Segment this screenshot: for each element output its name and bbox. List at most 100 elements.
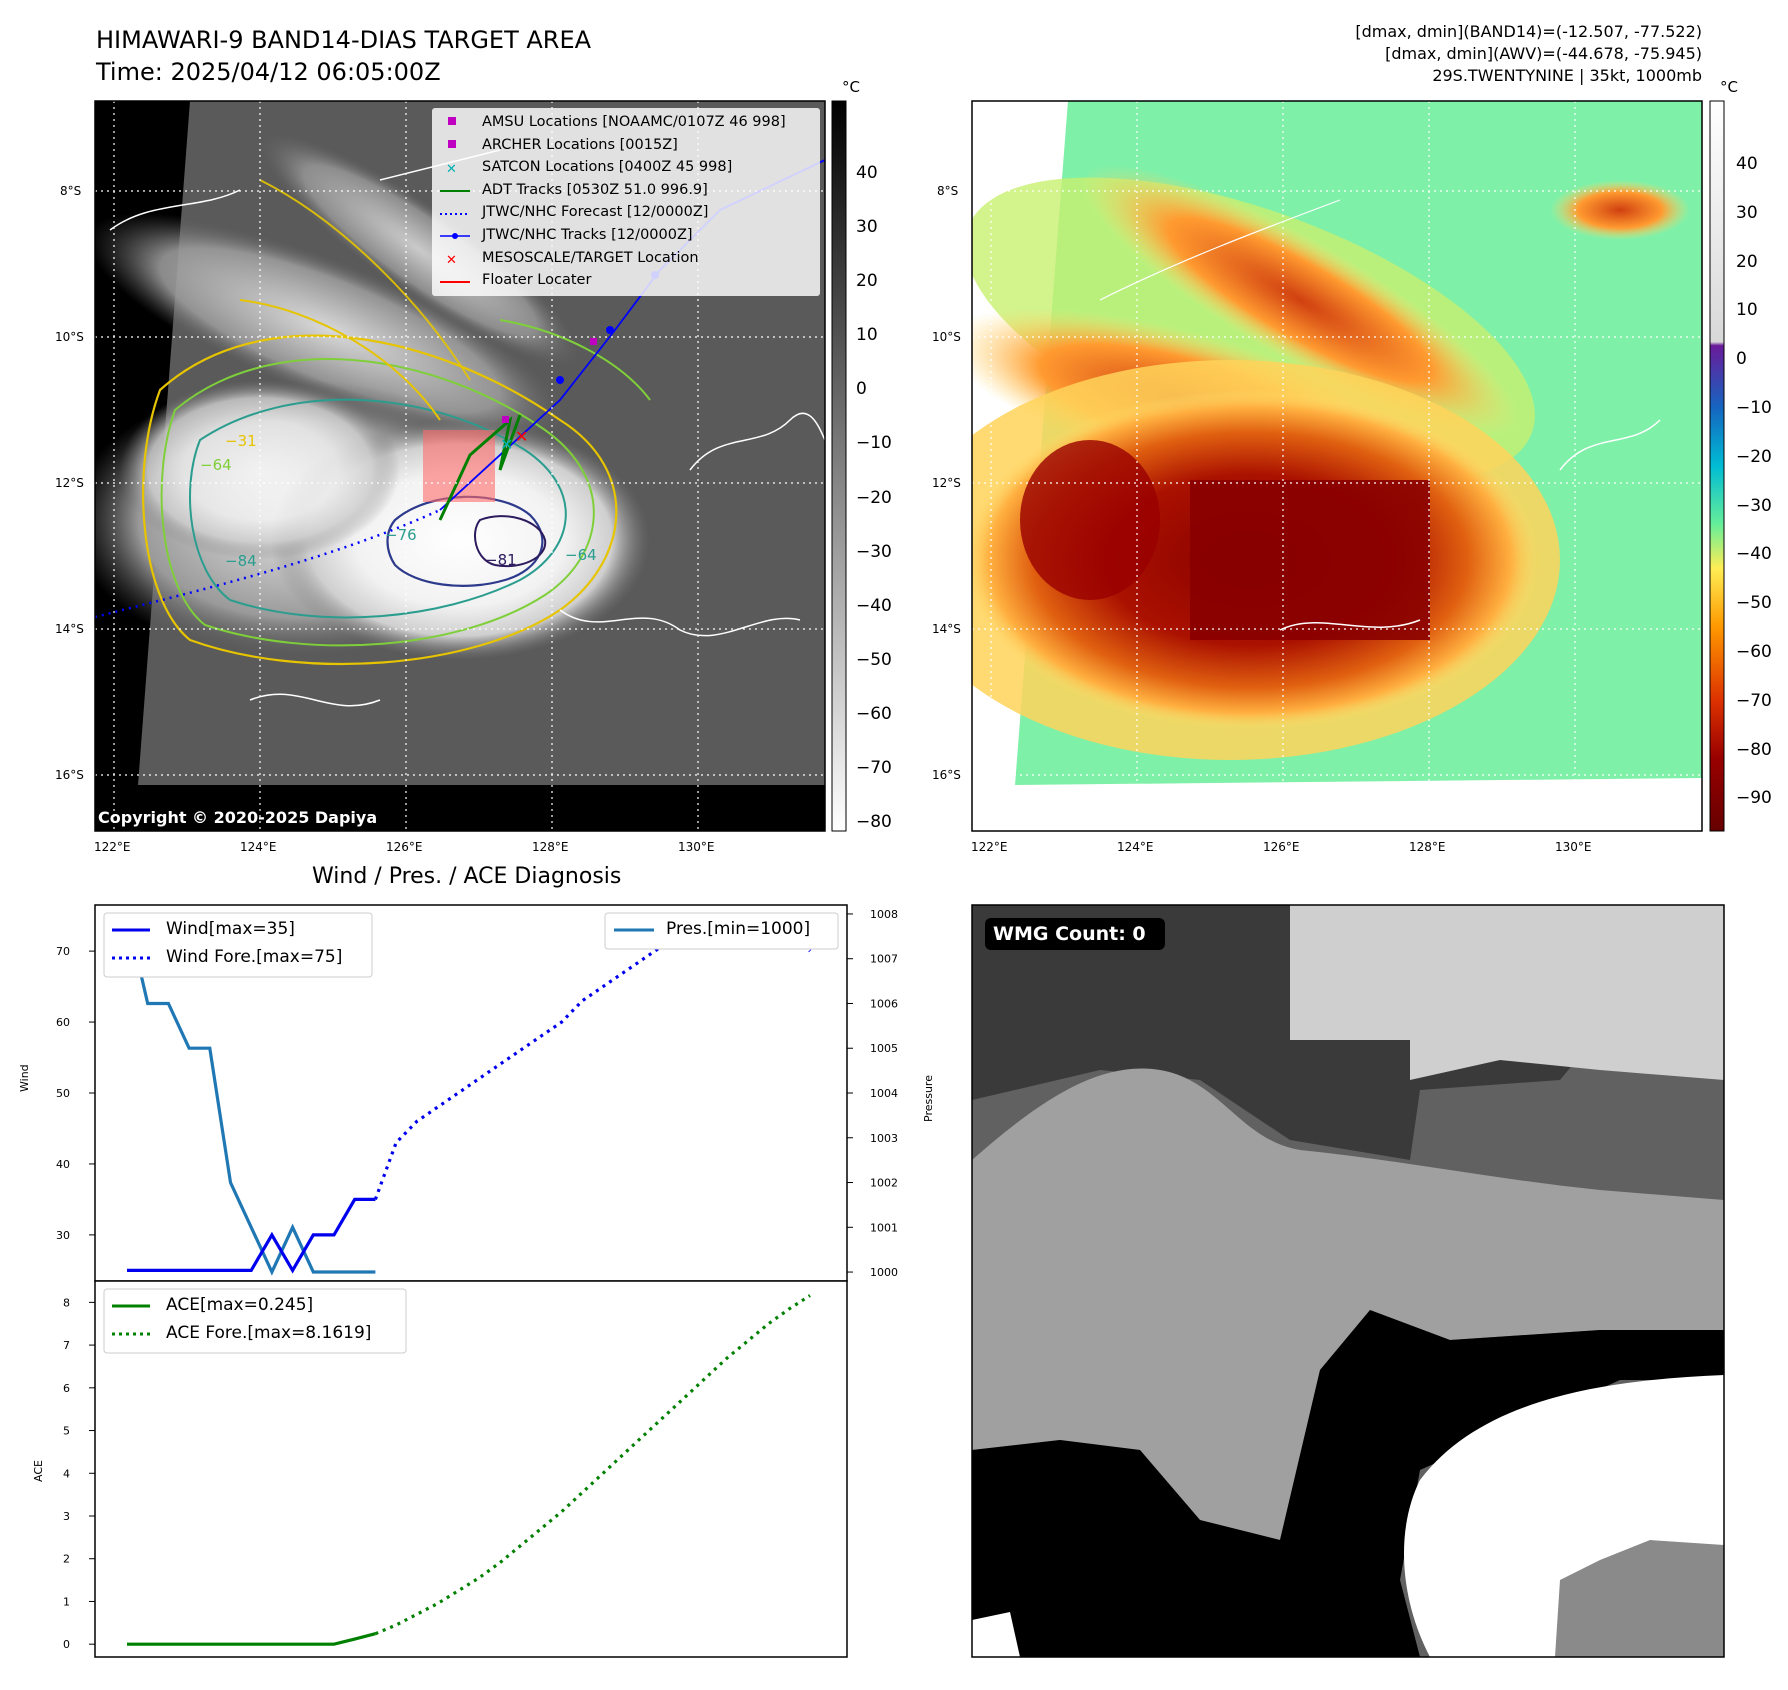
lat-tick: 12°S <box>932 476 961 490</box>
contour-label-64a: −64 <box>200 456 232 474</box>
awv-range: [dmax, dmin](AWV)=(-44.678, -75.945) <box>1385 44 1702 63</box>
cbar-tick: −10 <box>1736 397 1772 418</box>
lon-tick: 124°E <box>240 840 277 854</box>
legend-archer: ARCHER Locations [0015Z] <box>482 136 678 153</box>
legend-jtwc-forecast: JTWC/NHC Forecast [12/0000Z] <box>482 204 709 221</box>
ir-colorbar-unit: °C <box>842 78 860 96</box>
ace-ytick-label: 3 <box>63 1510 70 1523</box>
amsu-marker <box>590 338 597 345</box>
cbar-tick: 0 <box>856 379 867 400</box>
wind-ytick-label: 50 <box>56 1087 70 1100</box>
lon-tick: 122°E <box>971 840 1008 854</box>
legend-amsu: AMSU Locations [NOAAMC/0107Z 46 998] <box>482 114 786 130</box>
lon-tick: 126°E <box>386 840 423 854</box>
ace-ytick-label: 8 <box>63 1296 70 1309</box>
archer-marker <box>502 416 509 423</box>
diagnosis-title: Wind / Pres. / ACE Diagnosis <box>312 864 622 889</box>
pressure-ytick-label: 1005 <box>870 1042 898 1055</box>
cbar-tick: −80 <box>856 812 892 833</box>
lon-tick: 130°E <box>678 840 715 854</box>
contour-label-84: −84 <box>225 552 257 570</box>
cbar-tick: 10 <box>856 325 878 346</box>
cbar-tick: −20 <box>1736 446 1772 467</box>
ace-ytick-label: 6 <box>63 1382 70 1395</box>
lat-tick: 10°S <box>932 330 961 344</box>
pressure-ytick-label: 1007 <box>870 953 898 966</box>
lat-tick: 16°S <box>55 768 84 782</box>
wv-colorbar <box>1709 100 1725 832</box>
cbar-tick: −50 <box>856 649 892 670</box>
ace-ytick-label: 0 <box>63 1638 70 1651</box>
pressure-ytick-label: 1003 <box>870 1132 898 1145</box>
ace-fore-legend-label: ACE Fore.[max=8.1619] <box>166 1323 372 1343</box>
svg-text:✕: ✕ <box>446 162 457 177</box>
ace-ytick-label: 4 <box>63 1467 70 1480</box>
copyright: Copyright © 2020-2025 Dapiya <box>98 808 378 827</box>
cbar-tick: −30 <box>1736 495 1772 516</box>
legend-jtwc-tracks: JTWC/NHC Tracks [12/0000Z] <box>482 226 693 243</box>
wind-ytick-label: 40 <box>56 1158 70 1171</box>
storm-info: 29S.TWENTYNINE | 35kt, 1000mb <box>1432 66 1702 85</box>
ir-map-panel: ✕ ✕ −31 −64 −76 −81 −64 −84 ✕ ✕ <box>94 100 1725 832</box>
wv-colorbar-ticks: 40 30 20 10 0 −10 −20 −30 −40 −50 −60 −7… <box>1736 140 1772 823</box>
cbar-tick: 20 <box>1736 251 1758 272</box>
ir-colorbar <box>831 100 847 832</box>
jtwc-forecast-track <box>95 508 441 619</box>
pres-legend-box <box>604 912 839 950</box>
cbar-tick: 10 <box>1736 300 1758 321</box>
cbar-tick: −90 <box>1736 788 1772 809</box>
lat-tick: 14°S <box>55 622 84 636</box>
ir-colorbar-ticks: 40 30 20 10 0 −10 −20 −30 −40 −50 −60 −7… <box>856 146 892 849</box>
cbar-tick: −70 <box>856 758 892 779</box>
ace-series-1 <box>374 1294 811 1636</box>
ace-series-0 <box>127 1632 376 1646</box>
pressure-ytick-label: 1002 <box>870 1177 898 1190</box>
contour-label-31: −31 <box>225 432 257 450</box>
contour-label-64b: −64 <box>565 546 597 564</box>
pressure-ytick-label: 1000 <box>870 1266 898 1279</box>
wind-ytick-label: 30 <box>56 1229 70 1242</box>
wind-ytick-label: 70 <box>56 945 70 958</box>
figure-time: Time: 2025/04/12 06:05:00Z <box>96 58 441 86</box>
lat-tick: 16°S <box>932 768 961 782</box>
cbar-tick: −60 <box>856 703 892 724</box>
cbar-tick: −20 <box>856 487 892 508</box>
lat-tick: 8°S <box>937 184 959 198</box>
wind-ytick-label: 60 <box>56 1016 70 1029</box>
lon-tick: 128°E <box>1409 840 1446 854</box>
ace-ytick-label: 1 <box>63 1595 70 1608</box>
adt-track <box>438 414 522 521</box>
lon-tick: 124°E <box>1117 840 1154 854</box>
legend-satcon: SATCON Locations [0400Z 45 998] <box>482 159 733 176</box>
map-legend: ✕ ✕ <box>432 108 820 296</box>
wmg-count-label: WMG Count: 0 <box>993 923 1146 945</box>
contour-purple <box>474 515 547 568</box>
legend-adt: ADT Tracks [0530Z 51.0 996.9] <box>482 181 708 198</box>
lat-tick: 14°S <box>932 622 961 636</box>
ace-ytick-label: 5 <box>63 1425 70 1438</box>
pressure-ytick-label: 1006 <box>870 997 898 1010</box>
pres-legend-label: Pres.[min=1000] <box>666 919 811 939</box>
contour-teal <box>189 398 567 619</box>
lon-tick: 128°E <box>532 840 569 854</box>
lat-tick: 8°S <box>60 184 82 198</box>
satcon-marker: ✕ <box>500 435 513 454</box>
cbar-tick: −80 <box>1736 739 1772 760</box>
ace-legend-box <box>103 1288 407 1354</box>
lat-tick: 10°S <box>55 330 84 344</box>
contour-label-81: −81 <box>485 551 517 569</box>
wind-legend-box <box>103 912 373 978</box>
mesoscale-marker: ✕ <box>515 427 528 446</box>
cbar-tick: 40 <box>1736 154 1758 174</box>
wmg-label-bg <box>985 918 1165 950</box>
legend-mesoscale: MESOSCALE/TARGET Location <box>482 249 699 266</box>
ace-ytick-label: 2 <box>63 1553 70 1566</box>
wind-legend-label: Wind[max=35] <box>166 919 295 939</box>
lon-tick: 130°E <box>1555 840 1592 854</box>
pressure-ytick-label: 1004 <box>870 1087 898 1100</box>
pressure-series-0 <box>125 913 376 1276</box>
map-legend-labels: AMSU Locations [NOAAMC/0107Z 46 998] ARC… <box>482 111 786 292</box>
contour-label-76: −76 <box>385 526 417 544</box>
